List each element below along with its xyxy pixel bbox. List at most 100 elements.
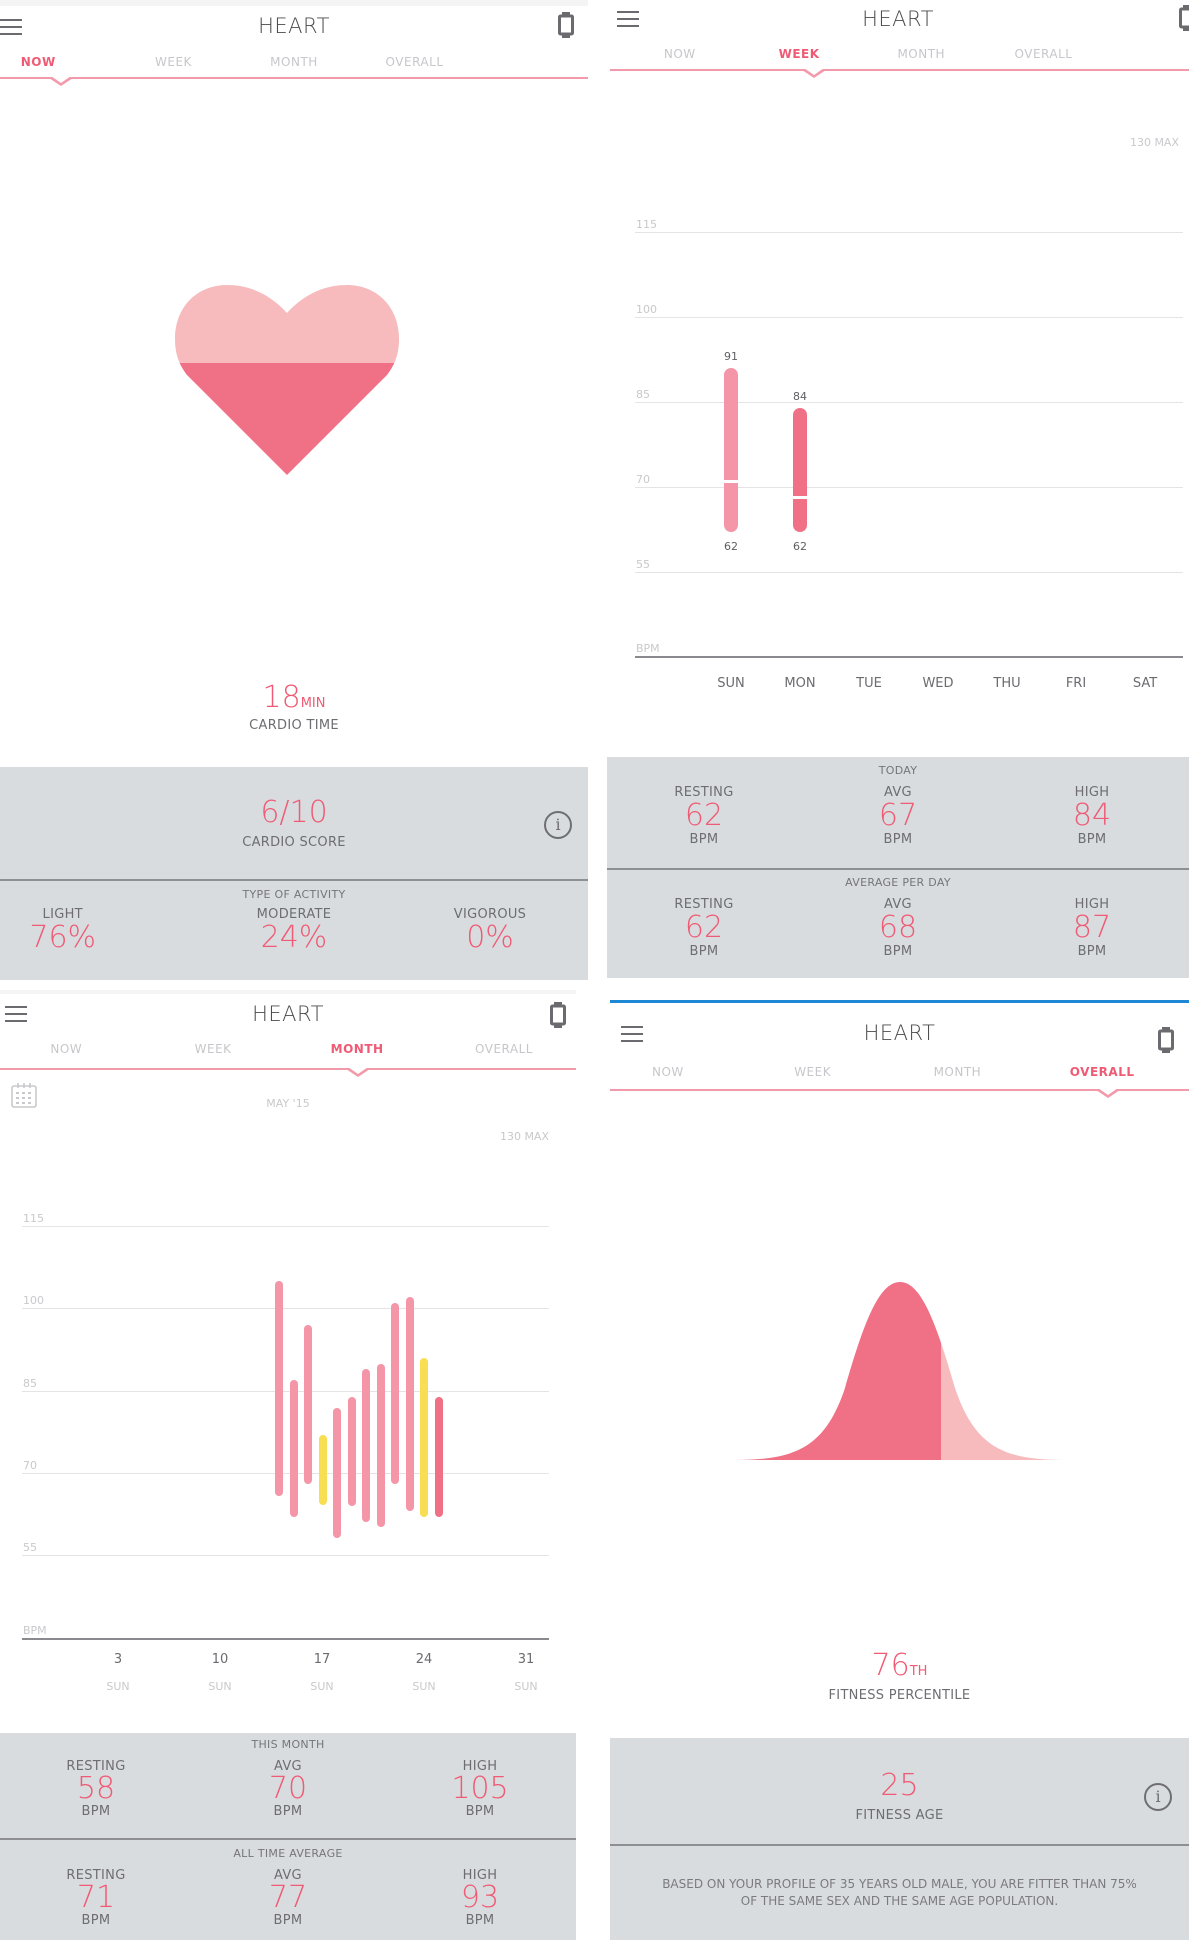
tab-month[interactable]: MONTH [270, 55, 318, 69]
month-bar[interactable] [391, 1303, 399, 1484]
tab-overall[interactable]: OVERALL [1014, 47, 1073, 61]
month-bar[interactable] [275, 1281, 283, 1496]
stat-unit: BPM [883, 832, 913, 847]
tab-underline [0, 1068, 576, 1070]
info-icon[interactable]: i [544, 811, 572, 839]
activity-label: VIGOROUS [453, 907, 527, 922]
cardio-score-value: 6/10 [260, 795, 328, 830]
activity-moderate: MODERATE 24% [196, 907, 392, 955]
tab-month[interactable]: MONTH [933, 1065, 982, 1079]
calendar-icon[interactable] [11, 1082, 37, 1108]
month-bar[interactable] [420, 1358, 428, 1517]
stat-unit: BPM [1077, 832, 1107, 847]
active-tab-indicator [802, 68, 826, 78]
watch-icon[interactable] [1158, 1027, 1174, 1053]
month-bar[interactable] [319, 1435, 327, 1505]
y-axis-label: 85 [23, 1377, 37, 1390]
watch-icon[interactable] [558, 12, 574, 38]
stat-value: 68 [878, 910, 918, 945]
menu-icon[interactable] [621, 1026, 643, 1042]
stat-resting: RESTING 62 BPM [607, 897, 801, 959]
cardio-time-value: 18 [262, 680, 301, 715]
heart-now-screen: HEART NOW WEEK MONTH OVERALL 18MIN CARDI… [0, 0, 588, 980]
stat-unit: BPM [689, 944, 719, 959]
month-bar[interactable] [377, 1364, 385, 1527]
tab-now[interactable]: NOW [20, 55, 56, 69]
page-title: HEART [258, 14, 330, 38]
description-line: OF THE SAME SEX AND THE SAME AGE POPULAT… [740, 1894, 1059, 1908]
x-axis-day: MON [784, 676, 816, 691]
heart-overall-screen: HEART NOW WEEK MONTH OVERALL 76TH FITNES… [610, 1000, 1189, 1940]
tab-overall[interactable]: OVERALL [475, 1042, 533, 1056]
tab-week[interactable]: WEEK [778, 47, 820, 61]
percentile-value: 76 [871, 1648, 910, 1683]
tab-week[interactable]: WEEK [194, 1042, 232, 1056]
divider [0, 1838, 576, 1840]
month-stats-card: THIS MONTH RESTING 58 BPM AVG 70 BPM HIG… [0, 1733, 576, 1940]
activity-light: LIGHT 76% [0, 907, 161, 955]
x-axis-weekday: SUN [412, 1680, 436, 1693]
fitness-age-value: 25 [880, 1768, 919, 1803]
y-axis-label: 55 [23, 1541, 37, 1554]
stat-high: HIGH 87 BPM [995, 897, 1189, 959]
stat-value: 87 [1072, 910, 1112, 945]
tab-now[interactable]: NOW [50, 1042, 83, 1056]
stat-value: 93 [460, 1880, 500, 1915]
status-strip [0, 0, 588, 6]
month-bar[interactable] [290, 1380, 298, 1517]
stat-value: 58 [76, 1771, 116, 1806]
month-bar[interactable] [362, 1369, 370, 1522]
watch-icon[interactable] [1179, 5, 1189, 31]
menu-icon[interactable] [0, 19, 22, 35]
divider [0, 879, 588, 881]
stat-label: HIGH [462, 1759, 498, 1774]
today-title: TODAY [878, 764, 918, 777]
active-tab-indicator [1096, 1088, 1120, 1098]
bar-low-label: 62 [793, 540, 807, 553]
month-bar[interactable] [406, 1297, 414, 1511]
activity-label: LIGHT [42, 907, 83, 922]
stat-unit: BPM [883, 944, 913, 959]
stat-label: HIGH [462, 1868, 498, 1883]
stat-value: 62 [684, 798, 724, 833]
y-axis-label: 85 [636, 388, 650, 401]
tab-now[interactable]: NOW [663, 47, 696, 61]
menu-icon[interactable] [5, 1006, 27, 1022]
divider [607, 868, 1189, 870]
stat-high: HIGH 93 BPM [384, 1868, 576, 1928]
gridline [22, 1308, 549, 1309]
tab-overall[interactable]: OVERALL [1069, 1065, 1135, 1079]
info-icon[interactable]: i [1144, 1783, 1172, 1811]
month-bar[interactable] [435, 1397, 443, 1517]
tab-overall[interactable]: OVERALL [385, 55, 444, 69]
menu-icon[interactable] [617, 11, 639, 27]
top-accent-bar [610, 1000, 1189, 1003]
tab-underline [610, 69, 1189, 71]
tab-week[interactable]: WEEK [794, 1065, 832, 1079]
tab-month[interactable]: MONTH [897, 47, 946, 61]
bar-high-label: 91 [724, 350, 738, 363]
week-bar-mon[interactable] [793, 408, 807, 532]
max-label: 130 MAX [1129, 136, 1179, 149]
stat-avg: AVG 68 BPM [801, 897, 995, 959]
stat-label: AVG [883, 897, 912, 912]
week-bar-sun[interactable] [724, 368, 738, 532]
fitness-bell-curve [735, 1282, 1065, 1460]
x-axis-date: 24 [415, 1652, 433, 1667]
watch-icon[interactable] [550, 1002, 566, 1028]
tab-week[interactable]: WEEK [155, 55, 192, 69]
fitness-age-label: FITNESS AGE [855, 1808, 944, 1823]
page-title: HEART [862, 7, 934, 31]
tab-month[interactable]: MONTH [330, 1042, 384, 1056]
y-axis-label: BPM [23, 1624, 47, 1637]
tab-now[interactable]: NOW [652, 1065, 684, 1079]
month-bar[interactable] [333, 1408, 341, 1538]
tab-underline [0, 77, 588, 79]
y-axis-label: 115 [636, 218, 657, 231]
month-bar[interactable] [304, 1325, 312, 1484]
bar-low-label: 62 [724, 540, 738, 553]
stat-value: 71 [76, 1880, 116, 1915]
month-bar[interactable] [348, 1397, 356, 1506]
stat-label: HIGH [1074, 785, 1110, 800]
month-label: MAY '15 [266, 1097, 310, 1110]
